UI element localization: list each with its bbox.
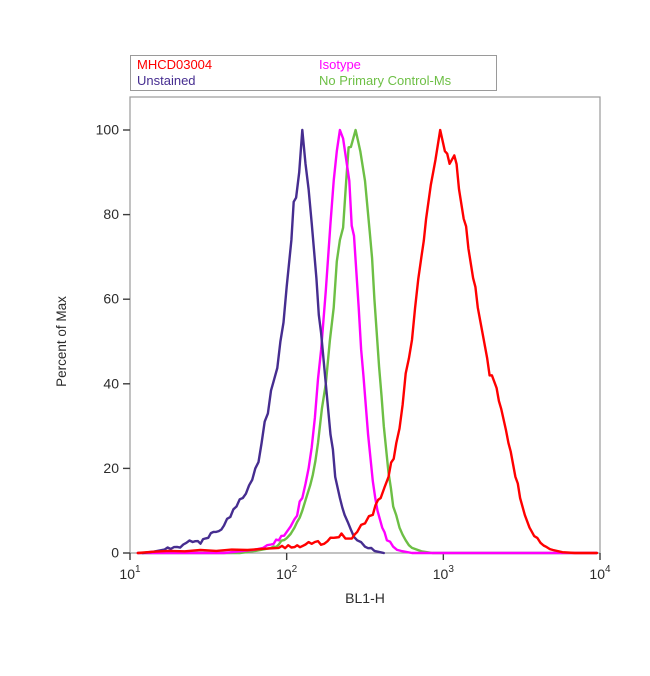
legend: MHCD03004 Isotype Unstained No Primary C… bbox=[130, 55, 497, 91]
series-mhcd03004-curve bbox=[136, 128, 599, 555]
x-tick-label: 101 bbox=[119, 564, 141, 582]
legend-item-isotype: Isotype bbox=[319, 57, 361, 72]
y-tick-label: 40 bbox=[103, 375, 119, 391]
series-unstained-curve bbox=[141, 128, 385, 555]
y-axis-label: Percent of Max bbox=[54, 296, 69, 387]
legend-item-no-primary-control-ms: No Primary Control-Ms bbox=[319, 73, 452, 88]
legend-item-mhcd03004: MHCD03004 bbox=[137, 57, 213, 72]
plot-border bbox=[129, 96, 601, 554]
legend-item-unstained: Unstained bbox=[137, 73, 196, 88]
x-tick-label: 103 bbox=[433, 564, 455, 582]
series-isotype-curve bbox=[136, 128, 599, 555]
x-tick-label: 104 bbox=[589, 564, 611, 582]
x-axis-label: BL1-H bbox=[345, 590, 385, 606]
y-tick-label: 60 bbox=[103, 291, 119, 307]
x-tick-label: 102 bbox=[276, 564, 298, 582]
y-tick-label: 0 bbox=[111, 545, 119, 561]
y-tick-label: 80 bbox=[103, 206, 119, 222]
y-tick-label: 100 bbox=[96, 122, 120, 138]
series-no-primary-control-ms-curve bbox=[136, 128, 599, 555]
y-tick-label: 20 bbox=[103, 460, 119, 476]
